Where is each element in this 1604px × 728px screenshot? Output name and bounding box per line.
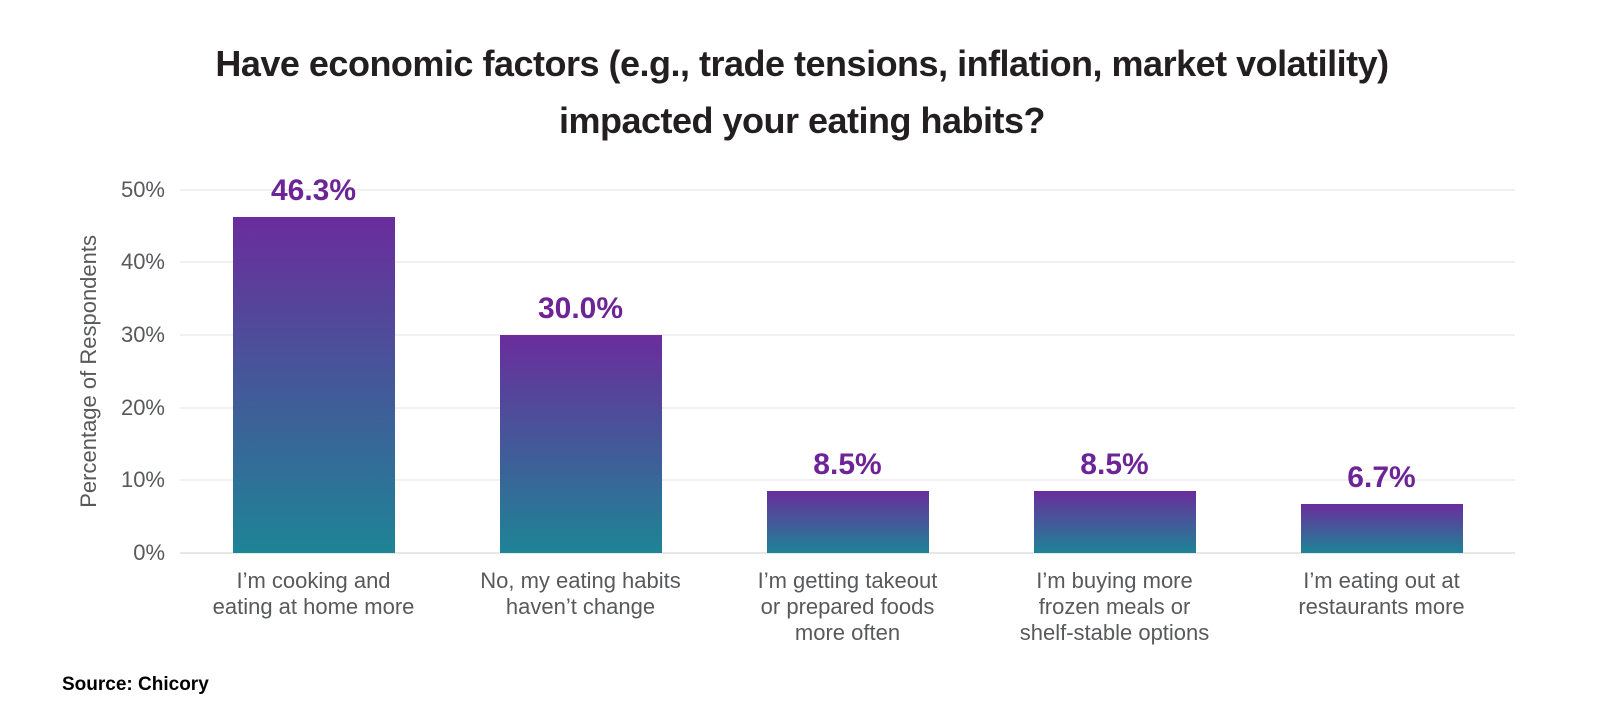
- plot-wrap: Percentage of Respondents 0% 10% 20% 30% 40%…: [76, 174, 1515, 565]
- y-axis-title: Percentage of Respondents: [76, 234, 101, 508]
- gridline: [180, 334, 1515, 336]
- gridline: [180, 189, 1515, 191]
- x-axis-label: I’m getting takeout or prepared foods mo…: [757, 567, 938, 645]
- chart-title-line2: impacted your eating habits?: [558, 99, 1046, 141]
- y-tick-label: 40%: [120, 249, 165, 275]
- x-axis-labels: I’m cooking and eating at home more No, m…: [180, 568, 1515, 646]
- bar: [499, 334, 662, 553]
- bar-value-label: 8.5%: [813, 448, 882, 482]
- x-axis-label: I’m eating out at restaurants more: [1298, 567, 1465, 619]
- bar-value-label: 8.5%: [1080, 448, 1149, 482]
- bar-value-label: 6.7%: [1347, 461, 1416, 495]
- plot-area: 0% 10% 20% 30% 40% 50% 46.3% 30.0% 8.5% 8.5% 6.7%: [121, 174, 1515, 565]
- x-axis-label: I’m buying more frozen meals or shelf-st…: [1019, 567, 1210, 645]
- bar-slot: 6.7%: [1248, 190, 1515, 553]
- x-axis-line: [180, 552, 1515, 554]
- bar-value-label: 46.3%: [270, 173, 357, 207]
- y-tick-label: 20%: [120, 394, 165, 420]
- source-note: Source: Chicory: [62, 674, 209, 695]
- bar: [232, 216, 395, 553]
- bar-value-label: 30.0%: [537, 291, 624, 325]
- bar: [1033, 491, 1196, 553]
- x-axis-label: I’m cooking and eating at home more: [212, 567, 415, 619]
- gridline: [180, 479, 1515, 481]
- chart-title-line1: Have economic factors (e.g., trade tensi…: [215, 43, 1389, 84]
- bar-slot: 46.3%: [180, 174, 447, 553]
- y-tick-label: 30%: [120, 321, 165, 347]
- y-tick-label: 0%: [133, 539, 165, 565]
- bars-container: 46.3% 30.0% 8.5% 8.5% 6.7%: [180, 174, 1515, 553]
- y-tick-label: 50%: [120, 176, 165, 202]
- bar-slot: 8.5%: [714, 190, 981, 553]
- y-axis-title-strip: Percentage of Respondents: [74, 190, 104, 553]
- y-tick-label: 10%: [120, 467, 165, 493]
- gridline: [180, 261, 1515, 263]
- chart-title: Have economic factors (e.g., trade tensi…: [0, 36, 1604, 150]
- bar: [766, 491, 929, 553]
- gridline: [180, 407, 1515, 409]
- bar-slot: 30.0%: [447, 190, 714, 553]
- x-axis-label: No, my eating habits haven’t change: [480, 567, 681, 619]
- bar: [1300, 504, 1463, 553]
- bar-slot: 8.5%: [981, 190, 1248, 553]
